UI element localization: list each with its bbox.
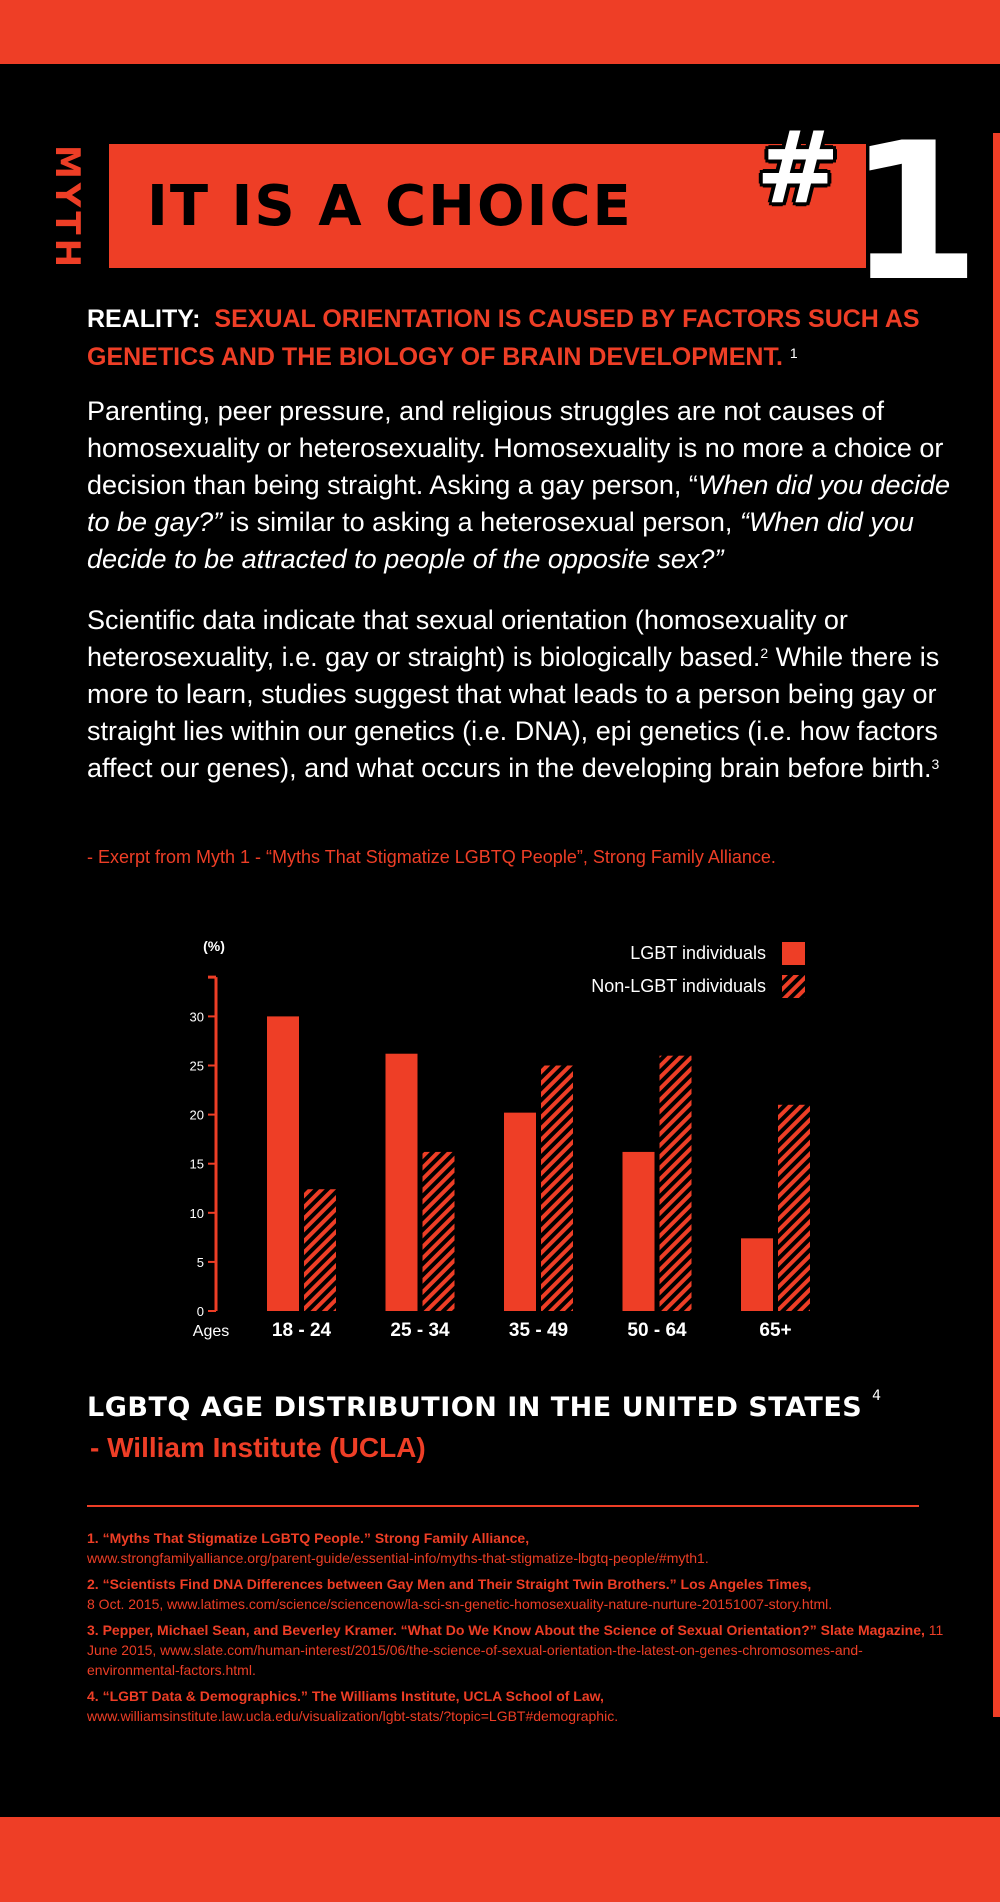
x-tick-label: 50 - 64 bbox=[627, 1320, 687, 1341]
x-tick-label: 35 - 49 bbox=[509, 1320, 568, 1341]
legend-label: LGBT individuals bbox=[630, 943, 766, 963]
paragraph-1-text-b: is similar to asking a heterosexual pers… bbox=[222, 507, 740, 537]
reference-item: 1. “Myths That Stigmatize LGBTQ People.”… bbox=[87, 1528, 947, 1568]
hash-symbol: # bbox=[756, 109, 840, 226]
bar-non-lgbt bbox=[778, 1104, 810, 1311]
y-tick-label: 30 bbox=[190, 1009, 204, 1024]
paragraph-2-footnote-b: 3 bbox=[931, 756, 940, 772]
reality-statement: REALITY: SEXUAL ORIENTATION IS CAUSED BY … bbox=[87, 300, 947, 376]
bar-non-lgbt bbox=[422, 1151, 455, 1311]
reference-title: 1. “Myths That Stigmatize LGBTQ People.”… bbox=[87, 1530, 530, 1546]
legend-label: Non-LGBT individuals bbox=[591, 976, 766, 996]
reference-item: 3. Pepper, Michael Sean, and Beverley Kr… bbox=[87, 1620, 947, 1680]
bar-non-lgbt bbox=[541, 1065, 573, 1311]
distribution-footnote: 4 bbox=[872, 1388, 882, 1404]
distribution-title: LGBTQ AGE DISTRIBUTION IN THE UNITED STA… bbox=[87, 1388, 967, 1423]
paragraph-2: Scientific data indicate that sexual ori… bbox=[87, 602, 957, 787]
bar-non-lgbt bbox=[659, 1055, 692, 1311]
x-tick-label: 65+ bbox=[759, 1320, 791, 1341]
age-distribution-chart: 0 5 10 15 20 25 30 (%) Ages 18 - 24 25 - 34 35 - 49… bbox=[0, 920, 1000, 1350]
paragraph-1: Parenting, peer pressure, and religious … bbox=[87, 393, 957, 578]
paragraph-2-text-b: While there is more to learn, studies su… bbox=[87, 642, 940, 783]
paragraph-1-text-a: Parenting, peer pressure, and religious … bbox=[87, 396, 944, 500]
legend-swatch-non-lgbt bbox=[782, 975, 805, 998]
paragraph-1-quote-a: When did you decide to be gay?” bbox=[87, 470, 951, 537]
bar-lgbt bbox=[504, 1112, 536, 1311]
paragraph-2-text-a: Scientific data indicate that sexual ori… bbox=[87, 605, 848, 672]
right-stripe bbox=[993, 133, 1000, 1717]
myth-title: IT IS A CHOICE bbox=[147, 173, 633, 239]
bar-lgbt bbox=[385, 1053, 418, 1311]
paragraph-1-quote-b: “When did you decide to be attracted to … bbox=[87, 507, 914, 574]
reference-detail: 8 Oct. 2015, www.latimes.com/science/sci… bbox=[87, 1596, 833, 1612]
reality-label: REALITY: bbox=[87, 305, 201, 333]
reality-text: SEXUAL ORIENTATION IS CAUSED BY FACTORS … bbox=[87, 305, 920, 371]
divider bbox=[87, 1505, 919, 1507]
y-tick-label: 10 bbox=[190, 1206, 204, 1221]
myth-label: MYTH bbox=[47, 140, 87, 275]
reference-title: 4. “LGBT Data & Demographics.” The Willi… bbox=[87, 1688, 604, 1704]
y-axis-label: (%) bbox=[203, 938, 225, 954]
myth-banner: IT IS A CHOICE bbox=[109, 144, 866, 268]
bottom-band bbox=[0, 1817, 1000, 1902]
reference-title: 3. Pepper, Michael Sean, and Beverley Kr… bbox=[87, 1622, 925, 1638]
reference-item: 4. “LGBT Data & Demographics.” The Willi… bbox=[87, 1686, 947, 1726]
bar-lgbt bbox=[267, 1016, 299, 1311]
y-tick-label: 20 bbox=[190, 1108, 204, 1123]
reference-detail: 11 June 2015, www.slate.com/human-intere… bbox=[87, 1622, 944, 1678]
y-tick-label: 5 bbox=[197, 1255, 204, 1270]
paragraph-2-footnote-a: 2 bbox=[760, 645, 769, 661]
distribution-title-text: LGBTQ AGE DISTRIBUTION IN THE UNITED STA… bbox=[87, 1392, 863, 1423]
bar-lgbt bbox=[622, 1151, 655, 1311]
chart-svg: 0 5 10 15 20 25 30 (%) Ages 18 - 24 25 - 34 35 - 49… bbox=[190, 938, 810, 1341]
myth-number: 1 bbox=[848, 102, 981, 323]
distribution-source: - William Institute (UCLA) bbox=[90, 1432, 426, 1463]
reference-detail: www.strongfamilyalliance.org/parent-guid… bbox=[87, 1550, 709, 1566]
y-tick-label: 25 bbox=[190, 1059, 204, 1074]
top-band bbox=[0, 0, 1000, 64]
reference-detail: www.williamsinstitute.law.ucla.edu/visua… bbox=[87, 1708, 619, 1724]
bar-non-lgbt bbox=[304, 1189, 336, 1311]
legend-swatch-lgbt bbox=[782, 942, 805, 965]
y-tick-label: 0 bbox=[197, 1304, 204, 1319]
x-axis-label: Ages bbox=[193, 1323, 229, 1340]
myth-label-text: MYTH bbox=[47, 144, 88, 271]
x-tick-label: 18 - 24 bbox=[272, 1320, 332, 1341]
reference-title: 2. “Scientists Find DNA Differences betw… bbox=[87, 1576, 812, 1592]
bar-lgbt bbox=[741, 1238, 773, 1311]
reality-footnote: 1 bbox=[789, 345, 798, 361]
x-tick-label: 25 - 34 bbox=[390, 1320, 450, 1341]
excerpt-citation: - Exerpt from Myth 1 - “Myths That Stigm… bbox=[87, 847, 776, 867]
references: 1. “Myths That Stigmatize LGBTQ People.”… bbox=[87, 1528, 947, 1732]
y-tick-label: 15 bbox=[190, 1157, 204, 1172]
reference-item: 2. “Scientists Find DNA Differences betw… bbox=[87, 1574, 947, 1614]
